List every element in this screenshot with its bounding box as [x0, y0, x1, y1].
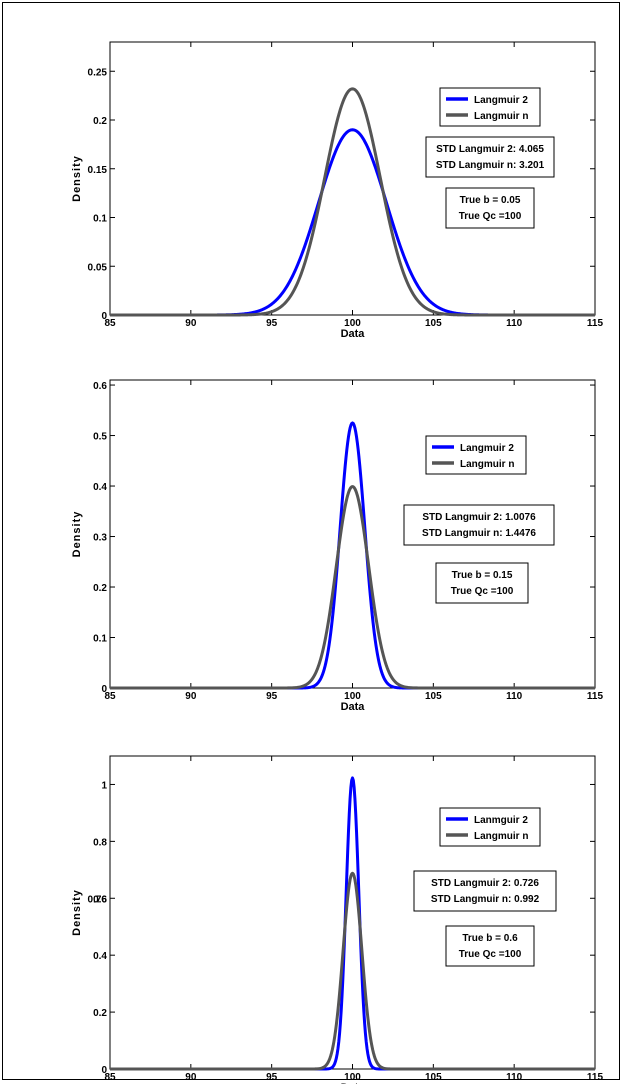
legend-label-1: Lanmguir 2	[474, 815, 528, 826]
y-axis-label: Density	[71, 155, 83, 202]
x-tick-label: 110	[506, 691, 523, 702]
y-tick-label: 0.2	[93, 1008, 107, 1019]
y-tick-label: 0.05	[88, 262, 108, 273]
series-line-2	[109, 87, 596, 317]
annotation-box-2: True b = 0.15 True Qc =100	[435, 562, 529, 604]
y-tick-label: 0.2	[93, 116, 107, 127]
x-tick-label: 100	[344, 1072, 361, 1083]
legend-label-2: Langmuir n	[460, 459, 514, 470]
y-tick-label: 0.6	[93, 381, 107, 392]
x-tick-label: 95	[266, 691, 278, 702]
chart-panel-3: 85 90 95 100 105 110 115 0 0.2 0.4 0.6 0.8 1 0.76 Data…	[71, 755, 604, 1084]
annotation-text: STD Langmuir 2: 1.0076	[422, 512, 536, 523]
x-axis-label: Data	[341, 701, 366, 713]
x-tick-label: 110	[506, 318, 523, 329]
y-tick-label: 0	[101, 684, 107, 695]
y-tick-label: 0.2	[93, 583, 107, 594]
annotation-frame	[425, 136, 555, 178]
legend-box	[439, 807, 541, 847]
legend: Langmuir 2 Langmuir n	[439, 87, 541, 127]
annotation-text: STD Langmuir n: 0.992	[431, 894, 540, 905]
y-tick-label-extra: 0.76	[88, 894, 108, 905]
y-tick-label: 0.5	[93, 432, 107, 443]
plot-area	[109, 41, 596, 316]
y-tick-label: 0.1	[93, 214, 107, 225]
x-tick-label: 85	[104, 1072, 116, 1083]
y-tick-label: 0.25	[88, 67, 108, 78]
x-axis-label: Data	[341, 1082, 366, 1084]
annotation-frame	[445, 925, 535, 967]
y-tick-label: 0.3	[93, 533, 107, 544]
x-tick-label: 90	[185, 318, 197, 329]
y-tick-label: 0.4	[93, 951, 107, 962]
annotation-text: True Qc =100	[451, 586, 514, 597]
legend-label-1: Langmuir 2	[460, 443, 514, 454]
plot-area	[109, 755, 596, 1070]
x-tick-label: 100	[344, 318, 361, 329]
y-tick-label: 0	[101, 1065, 107, 1076]
x-tick-label: 100	[344, 691, 361, 702]
x-tick-label: 115	[587, 1072, 604, 1083]
y-axis-label: Density	[71, 889, 83, 936]
x-tick-label: 95	[266, 1072, 278, 1083]
annotation-frame	[403, 504, 555, 546]
annotation-box-2: True b = 0.6 True Qc =100	[445, 925, 535, 967]
y-tick-label: 0.1	[93, 634, 107, 645]
legend-box	[439, 87, 541, 127]
x-axis-label: Data	[341, 328, 366, 340]
legend-label-2: Langmuir n	[474, 831, 528, 842]
y-axis-label: Density	[71, 511, 83, 558]
y-tick-label: 0.15	[88, 165, 108, 176]
annotation-text: True Qc =100	[459, 211, 522, 222]
legend-box	[425, 435, 527, 475]
y-tick-label: 1	[101, 780, 107, 791]
annotation-text: True Qc =100	[459, 949, 522, 960]
x-tick-label: 115	[587, 318, 604, 329]
y-tick-label: 0	[101, 311, 107, 322]
x-tick-label: 85	[104, 691, 116, 702]
x-tick-label: 90	[185, 691, 197, 702]
x-tick-label: 105	[425, 318, 442, 329]
x-tick-label: 95	[266, 318, 278, 329]
series-line-2	[109, 485, 596, 690]
x-tick-label: 110	[506, 1072, 523, 1083]
annotation-box-1: STD Langmuir 2: 4.065 STD Langmuir n: 3.2…	[425, 136, 555, 178]
annotation-box-2: True b = 0.05 True Qc =100	[445, 187, 535, 229]
annotation-text: STD Langmuir 2: 4.065	[436, 144, 544, 155]
annotation-box-1: STD Langmuir 2: 0.726 STD Langmuir n: 0.9…	[413, 870, 557, 912]
annotation-text: True b = 0.15	[452, 570, 513, 581]
legend-label-1: Langmuir 2	[474, 95, 528, 106]
legend-label-2: Langmuir n	[474, 111, 528, 122]
y-tick-label: 0.6	[93, 894, 107, 905]
x-tick-label: 105	[425, 691, 442, 702]
x-tick-label: 85	[104, 318, 116, 329]
x-tick-label: 90	[185, 1072, 197, 1083]
chart-panel-1: 85 90 95 100 105 110 115 0 0.05 0.1 0.15 0.2 0.25 Dat…	[71, 41, 604, 340]
annotation-text: STD Langmuir n: 1.4476	[422, 528, 536, 539]
annotation-frame	[435, 562, 529, 604]
y-tick-label: 0.4	[93, 482, 107, 493]
annotation-text: True b = 0.05	[460, 195, 521, 206]
annotation-text: STD Langmuir n: 3.201	[436, 160, 545, 171]
series-line-2	[109, 871, 596, 1071]
chart-panel-2: 85 90 95 100 105 110 115 0 0.1 0.2 0.3 0.4 0.5 0.6 Dat…	[71, 379, 604, 713]
annotation-text: True b = 0.6	[462, 933, 518, 944]
x-tick-label: 115	[587, 691, 604, 702]
y-tick-label: 0.8	[93, 837, 107, 848]
x-tick-label: 105	[425, 1072, 442, 1083]
annotation-frame	[445, 187, 535, 229]
annotation-frame	[413, 870, 557, 912]
annotation-text: STD Langmuir 2: 0.726	[431, 878, 539, 889]
legend: Lanmguir 2 Langmuir n	[439, 807, 541, 847]
legend: Langmuir 2 Langmuir n	[425, 435, 527, 475]
annotation-box-1: STD Langmuir 2: 1.0076 STD Langmuir n: 1.…	[403, 504, 555, 546]
